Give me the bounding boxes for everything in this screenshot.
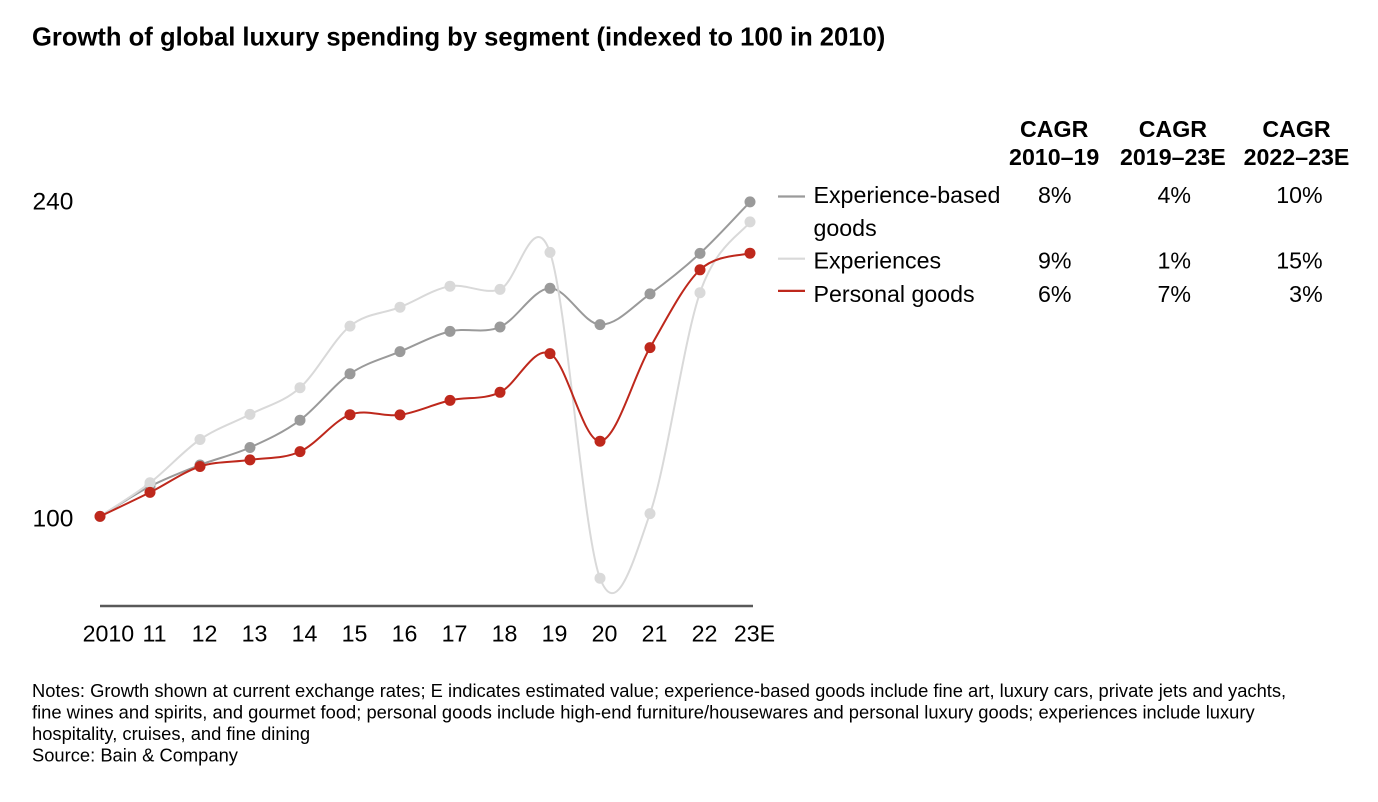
svg-text:21: 21	[642, 620, 668, 646]
svg-text:CAGR: CAGR	[1262, 116, 1331, 142]
svg-text:8%: 8%	[1038, 182, 1072, 208]
svg-text:2010–19: 2010–19	[1009, 144, 1099, 170]
svg-text:6%: 6%	[1038, 281, 1072, 307]
svg-text:hospitality, cruises, and fine: hospitality, cruises, and fine dining	[32, 723, 310, 744]
svg-text:23E: 23E	[734, 620, 775, 646]
svg-text:3%: 3%	[1289, 281, 1323, 307]
svg-text:18: 18	[492, 620, 518, 646]
svg-text:15: 15	[342, 620, 368, 646]
svg-text:9%: 9%	[1038, 248, 1072, 274]
svg-text:2019–23E: 2019–23E	[1120, 144, 1226, 170]
svg-text:100: 100	[32, 505, 73, 532]
svg-text:20: 20	[592, 620, 618, 646]
svg-text:fine wines and spirits, and go: fine wines and spirits, and gourmet food…	[32, 702, 1255, 723]
svg-text:Source: Bain & Company: Source: Bain & Company	[32, 745, 239, 766]
svg-text:4%: 4%	[1157, 182, 1191, 208]
svg-text:CAGR: CAGR	[1139, 116, 1208, 142]
svg-text:22: 22	[692, 620, 718, 646]
svg-text:2022–23E: 2022–23E	[1244, 144, 1350, 170]
svg-text:Experiences: Experiences	[814, 248, 942, 274]
svg-text:15%: 15%	[1276, 248, 1322, 274]
svg-text:14: 14	[292, 620, 318, 646]
svg-text:1%: 1%	[1157, 248, 1191, 274]
svg-text:16: 16	[392, 620, 418, 646]
svg-text:17: 17	[442, 620, 468, 646]
svg-text:12: 12	[192, 620, 218, 646]
svg-text:goods: goods	[814, 215, 877, 241]
svg-text:2010: 2010	[83, 620, 135, 646]
svg-text:10%: 10%	[1276, 182, 1322, 208]
svg-text:Growth of global luxury spendi: Growth of global luxury spending by segm…	[32, 24, 885, 52]
svg-text:19: 19	[542, 620, 568, 646]
svg-text:7%: 7%	[1157, 281, 1191, 307]
svg-text:Experience-based: Experience-based	[814, 182, 1001, 208]
svg-text:240: 240	[32, 188, 73, 215]
svg-text:13: 13	[242, 620, 268, 646]
svg-text:Notes: Growth shown at current: Notes: Growth shown at current exchange …	[32, 680, 1286, 701]
svg-text:Personal goods: Personal goods	[814, 281, 975, 307]
svg-text:CAGR: CAGR	[1020, 116, 1089, 142]
svg-text:11: 11	[142, 620, 166, 646]
